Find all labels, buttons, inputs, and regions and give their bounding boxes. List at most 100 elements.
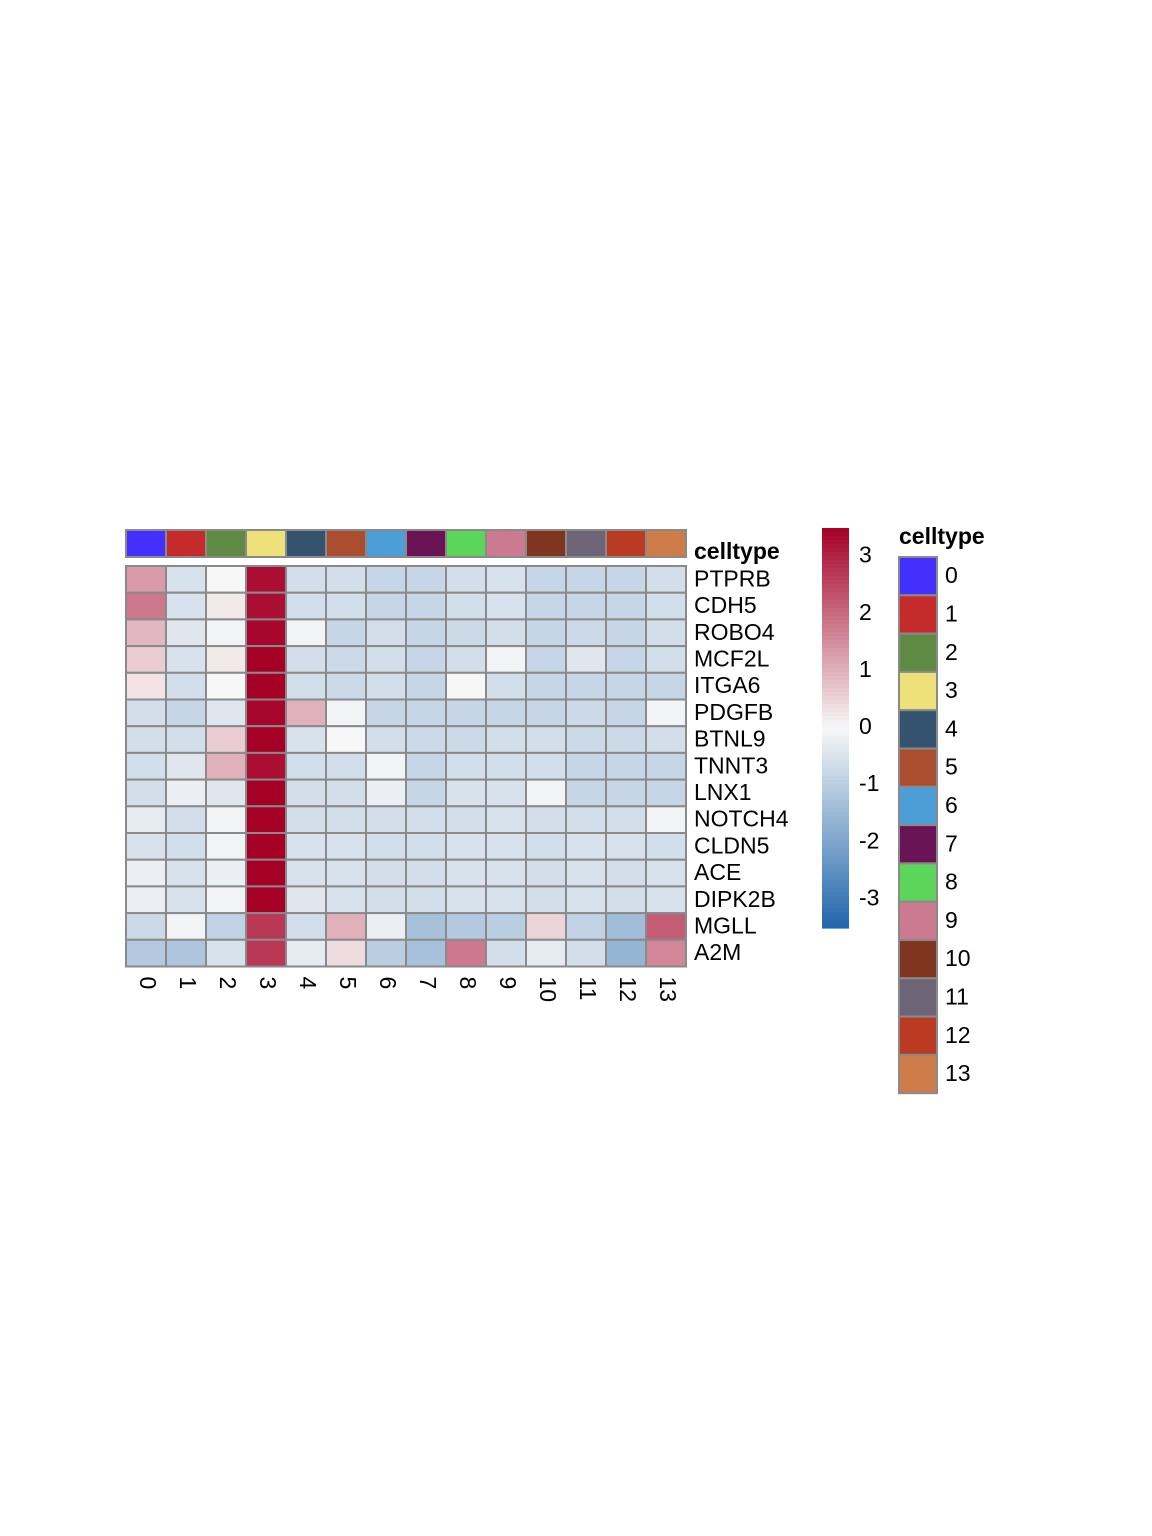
heatmap-cell [285,671,327,701]
color-scale-segment [822,728,849,733]
heatmap-cell [525,671,567,701]
color-scale-segment [822,888,849,893]
row-label: ROBO4 [694,619,775,645]
color-scale-segment [822,732,849,737]
heatmap-cell [605,832,647,861]
color-scale-segment [822,664,849,669]
color-scale-segment [822,752,849,757]
color-scale-segment [822,820,849,825]
legend-label: 7 [945,830,958,856]
heatmap-cell [245,938,287,968]
annotation-cell [285,529,327,558]
heatmap-cell [525,832,567,861]
column-label: 8 [455,977,481,990]
legend-swatch [898,747,938,788]
heatmap-cell [365,645,407,674]
row-label: NOTCH4 [694,806,789,832]
heatmap-cell [205,938,247,968]
heatmap-cell [205,725,247,754]
heatmap-cell [205,805,247,834]
heatmap-cell [525,805,567,834]
column-label: 9 [495,977,521,990]
heatmap-cell [285,912,327,941]
legend-label: 9 [945,907,958,933]
legend-swatch [898,862,938,903]
heatmap-cell [325,778,367,808]
heatmap-cell [245,751,287,781]
heatmap-cell [605,885,647,915]
color-scale-segment [822,812,849,817]
color-scale-segment [822,892,849,897]
column-label: 1 [175,977,201,990]
heatmap-cell [365,938,407,968]
color-scale-segment [822,592,849,597]
color-scale-tick-label: 3 [859,542,872,568]
heatmap-cell [565,751,607,781]
heatmap-cell [525,645,567,674]
heatmap-cell [165,938,207,968]
heatmap-cell [205,751,247,781]
heatmap-cell [485,751,527,781]
row-label: MCF2L [694,646,770,672]
color-scale-segment [822,600,849,605]
annotation-label: celltype [694,538,780,564]
color-scale-segment [822,736,849,741]
heatmap-cell [525,725,567,754]
legend-swatch [898,670,938,712]
heatmap-cell [325,912,367,941]
heatmap-cell [245,591,287,621]
heatmap-cell [125,645,167,674]
heatmap-cell [525,938,567,968]
legend-label: 5 [945,754,958,780]
legend-swatch [898,556,938,597]
heatmap-cell [485,912,527,941]
color-scale-segment [822,788,849,793]
heatmap-cell [605,858,647,888]
legend-swatch [898,785,938,827]
row-label: A2M [694,939,741,965]
color-scale-segment [822,596,849,601]
legend-swatch [898,824,938,865]
heatmap-cell [165,805,207,834]
heatmap-cell [165,858,207,888]
legend-label: 11 [945,984,969,1010]
color-scale-segment [822,648,849,653]
heatmap-cell [125,671,167,701]
color-scale-segment [822,652,849,657]
legend-label: 3 [945,677,958,703]
color-scale-segment [822,884,849,889]
heatmap-cell [525,698,567,728]
heatmap-cell [125,805,167,834]
heatmap-cell [165,751,207,781]
annotation-cell [445,529,487,558]
heatmap-cell [605,912,647,941]
heatmap-cell [325,645,367,674]
color-scale-segment [822,792,849,797]
color-scale-segment [822,636,849,641]
color-scale-segment [822,860,849,865]
heatmap-cell [325,565,367,594]
heatmap-cell [285,565,327,594]
heatmap-cell [445,618,487,648]
heatmap-cell [205,645,247,674]
color-scale-segment [822,628,849,633]
heatmap-cell [565,858,607,888]
heatmap-grid [125,565,687,968]
color-scale-segment [822,556,849,561]
color-scale-segment [822,712,849,717]
heatmap-cell [325,698,367,728]
heatmap-cell [205,832,247,861]
heatmap-cell [645,778,687,808]
heatmap-cell [405,645,447,674]
color-scale-tick-label: -3 [859,885,879,911]
heatmap-cell [605,565,647,594]
color-scale-segment [822,756,849,761]
heatmap-cell [445,645,487,674]
color-scale-segment [822,804,849,809]
annotation-cell [365,529,407,558]
heatmap-cell [205,565,247,594]
legend-swatch [898,594,938,635]
heatmap-cell [285,885,327,915]
heatmap-cell [445,591,487,621]
heatmap-cell [485,591,527,621]
